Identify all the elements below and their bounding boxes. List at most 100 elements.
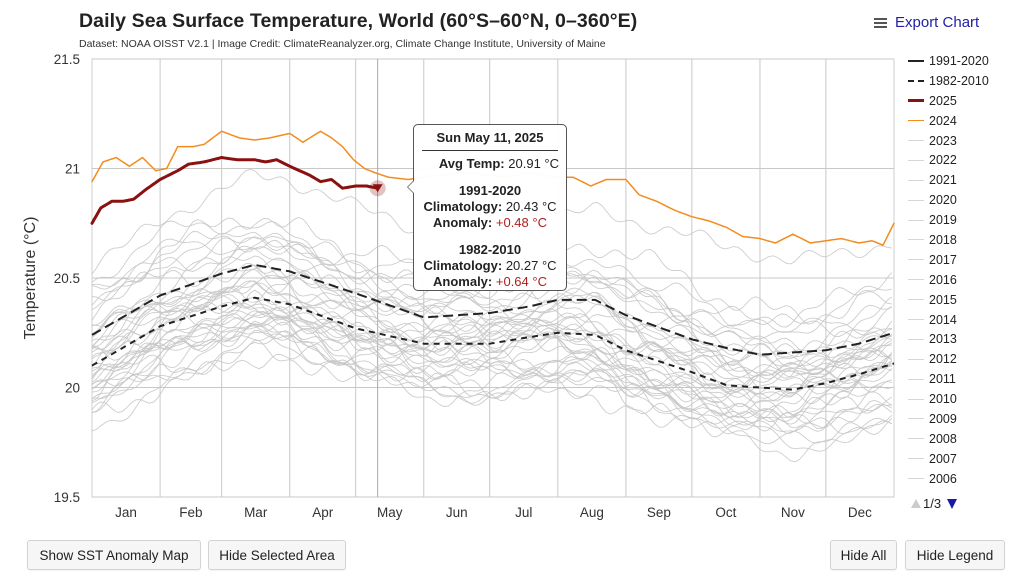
legend-label: 2014 [929, 312, 957, 327]
tooltip-clim2: Climatology: 20.27 °C [414, 258, 566, 274]
legend-item-2023[interactable]: 2023 [908, 131, 989, 151]
legend-item-2016[interactable]: 2016 [908, 270, 989, 290]
anom2-value: +0.64 °C [495, 274, 547, 289]
legend-swatch-icon [908, 59, 924, 62]
avg-temp-value: 20.91 °C [508, 156, 559, 171]
x-tick-label: Dec [848, 505, 872, 520]
legend-item-2022[interactable]: 2022 [908, 150, 989, 170]
legend-swatch-icon [908, 79, 924, 82]
legend-swatch-icon [908, 179, 924, 181]
tooltip-anom2: Anomaly: +0.64 °C [414, 274, 566, 290]
legend-item-2012[interactable]: 2012 [908, 349, 989, 369]
series-line-1985 [91, 320, 893, 463]
tooltip-date: Sun May 11, 2025 [436, 130, 544, 145]
legend-label: 2009 [929, 411, 957, 426]
x-tick-label: Aug [580, 505, 604, 520]
legend-item-2008[interactable]: 2008 [908, 429, 989, 449]
legend-label: 2006 [929, 471, 957, 486]
hide-all-button[interactable]: Hide All [830, 540, 897, 570]
legend-swatch-icon [908, 398, 924, 400]
x-tick-label: Oct [715, 505, 736, 520]
x-tick-label: Apr [312, 505, 334, 520]
series-line-2001 [91, 312, 892, 390]
legend-item-1991-2020[interactable]: 1991-2020 [908, 51, 989, 71]
legend-label: 2012 [929, 352, 957, 367]
legend-label: 2024 [929, 113, 957, 128]
legend-swatch-icon [908, 140, 924, 141]
chart-legend: 1991-2020 1982-2010 2025 2024 2023 2022 2021 20… [908, 51, 989, 489]
series-line-2005 [91, 257, 892, 378]
legend-swatch-icon [908, 319, 924, 321]
legend-page-down-icon[interactable] [947, 498, 958, 509]
legend-item-2017[interactable]: 2017 [908, 250, 989, 270]
x-tick-label: Sep [647, 505, 671, 520]
clim2-label: Climatology: [423, 258, 503, 273]
legend-item-2021[interactable]: 2021 [908, 170, 989, 190]
series-line-1989 [91, 339, 892, 432]
legend-item-2025[interactable]: 2025 [908, 91, 989, 111]
legend-item-2013[interactable]: 2013 [908, 329, 989, 349]
legend-swatch-icon [908, 120, 924, 122]
series-line-1988 [91, 315, 893, 398]
legend-label: 2023 [929, 133, 957, 148]
y-axis-label: Temperature (°C) [22, 217, 39, 340]
hover-point-marker [372, 184, 383, 193]
legend-item-2019[interactable]: 2019 [908, 210, 989, 230]
legend-swatch-icon [908, 478, 924, 480]
legend-item-2009[interactable]: 2009 [908, 409, 989, 429]
legend-swatch-icon [908, 219, 924, 221]
legend-label: 2013 [929, 332, 957, 347]
series-line-2025 [90, 156, 380, 225]
x-tick-label: Jul [515, 505, 532, 520]
legend-item-2010[interactable]: 2010 [908, 389, 989, 409]
series-line-2017 [91, 236, 892, 337]
legend-swatch-icon [908, 438, 924, 440]
series-line-1981 [91, 330, 893, 432]
series-line-2000 [91, 306, 893, 419]
tooltip-clim1: Climatology: 20.43 °C [414, 199, 566, 215]
legend-item-2015[interactable]: 2015 [908, 290, 989, 310]
legend-item-2014[interactable]: 2014 [908, 310, 989, 330]
legend-item-2007[interactable]: 2007 [908, 449, 989, 469]
series-line-1997 [91, 286, 893, 408]
legend-label: 2018 [929, 232, 957, 247]
series-line-1991-2020 [91, 263, 895, 356]
legend-label: 2011 [929, 372, 956, 387]
legend-label: 1982-2010 [929, 73, 989, 88]
legend-item-2011[interactable]: 2011 [908, 369, 989, 389]
clim1-value: 20.43 °C [505, 199, 557, 214]
series-line-1992 [91, 309, 893, 444]
legend-label: 2007 [929, 451, 957, 466]
legend-swatch-icon [908, 458, 924, 460]
legend-label: 2010 [929, 392, 957, 407]
chart-title: Daily Sea Surface Temperature, World (60… [79, 10, 638, 32]
x-tick-label: Feb [179, 505, 202, 520]
anom2-label: Anomaly: [433, 274, 493, 289]
tooltip-avg-temp: Avg Temp: 20.91 °C [414, 155, 566, 172]
legend-item-2006[interactable]: 2006 [908, 469, 989, 489]
chart-subtitle: Dataset: NOAA OISST V2.1 | Image Credit:… [79, 38, 606, 50]
export-chart-button[interactable]: Export Chart [874, 14, 979, 31]
series-line-1991 [91, 302, 892, 434]
series-line-1982-2010 [91, 296, 895, 391]
legend-item-1982-2010[interactable]: 1982-2010 [908, 71, 989, 91]
legend-swatch-icon [908, 239, 924, 241]
hide-selected-area-button[interactable]: Hide Selected Area [208, 540, 346, 570]
hide-legend-button[interactable]: Hide Legend [905, 540, 1005, 570]
show-sst-anomaly-map-button[interactable]: Show SST Anomaly Map [27, 540, 201, 570]
legend-label: 2021 [929, 173, 957, 188]
series-line-2018 [91, 248, 892, 340]
y-tick-label: 19.5 [54, 490, 80, 505]
axes: 19.5 20 20.5 21 21.5 Jan Feb Mar Apr May Jun Jul Aug… [54, 52, 872, 520]
legend-item-2024[interactable]: 2024 [908, 111, 989, 131]
legend-item-2020[interactable]: 2020 [908, 190, 989, 210]
legend-item-2018[interactable]: 2018 [908, 230, 989, 250]
legend-swatch-icon [908, 99, 924, 103]
series-line-1993 [92, 310, 893, 436]
legend-swatch-icon [908, 259, 924, 261]
export-chart-label: Export Chart [895, 14, 980, 31]
legend-label: 2025 [929, 93, 957, 108]
x-tick-label: Jan [115, 505, 137, 520]
legend-page-up-icon[interactable] [911, 499, 921, 508]
